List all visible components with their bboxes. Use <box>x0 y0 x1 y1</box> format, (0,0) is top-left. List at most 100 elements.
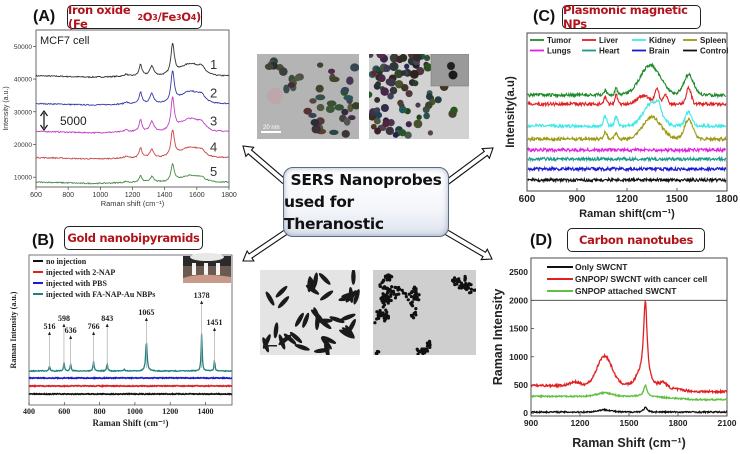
panel-c-label: (C) <box>533 8 556 25</box>
svg-text:600: 600 <box>58 407 70 416</box>
chart-c-plasmonic: 600 900 1200 1500 1800 Raman shift(cm⁻¹) Inten… <box>505 32 739 220</box>
panel-b-label: (B) <box>32 232 55 249</box>
panel-d-label: (D) <box>530 232 553 249</box>
svg-text:800: 800 <box>62 192 74 199</box>
title-text: O <box>181 10 191 24</box>
svg-text:1200: 1200 <box>162 407 178 416</box>
svg-text:Raman Shift (cm⁻¹): Raman Shift (cm⁻¹) <box>93 418 169 428</box>
svg-text:636: 636 <box>65 326 77 335</box>
svg-text:2500: 2500 <box>509 267 528 277</box>
carbon-nanotube-tem-image <box>373 270 476 355</box>
center-title-line-2: used for Theranostic <box>284 193 384 233</box>
svg-text:1065: 1065 <box>138 308 154 317</box>
panel-c-title: Plasmonic magnetic NPs <box>562 3 701 31</box>
svg-text:3: 3 <box>210 113 217 128</box>
svg-text:1800: 1800 <box>669 418 688 428</box>
svg-text:400: 400 <box>23 407 35 416</box>
svg-text:1: 1 <box>210 57 217 72</box>
svg-text:843: 843 <box>101 314 113 323</box>
svg-text:Tumor: Tumor <box>547 36 571 45</box>
svg-text:no injection: no injection <box>46 257 87 266</box>
svg-text:injected with 2-NAP: injected with 2-NAP <box>46 268 115 277</box>
svg-text:Raman shift(cm⁻¹): Raman shift(cm⁻¹) <box>579 208 675 220</box>
svg-text:1200: 1200 <box>125 192 141 199</box>
gold-nanobipyramids-tem-image <box>260 270 360 355</box>
panel-a-label: (A) <box>33 8 56 25</box>
svg-text:50000: 50000 <box>14 44 32 51</box>
iron-oxide-tem-image-2 <box>369 54 469 139</box>
center-title-box: SERS Nanoprobes used for Theranostic <box>283 167 449 237</box>
svg-text:1500: 1500 <box>509 324 528 334</box>
svg-text:Raman shift (cm⁻¹): Raman shift (cm⁻¹) <box>101 199 165 208</box>
title-text: /Fe <box>157 10 176 24</box>
svg-text:1000: 1000 <box>509 352 528 362</box>
svg-text:5000: 5000 <box>60 114 87 128</box>
svg-text:1000: 1000 <box>127 407 143 416</box>
svg-text:Raman Intensity (a.u.): Raman Intensity (a.u.) <box>9 291 18 368</box>
svg-text:1400: 1400 <box>198 407 214 416</box>
svg-text:1400: 1400 <box>157 192 173 199</box>
iron-oxide-tem-image-1: 20 nm <box>257 54 359 139</box>
panel-a-title: Iron oxide (Fe 2 O 3/Fe 3 O 4) <box>67 3 202 31</box>
svg-text:0: 0 <box>523 408 528 418</box>
svg-text:Raman Intensity: Raman Intensity <box>491 289 505 386</box>
svg-text:500: 500 <box>514 380 528 390</box>
svg-text:600: 600 <box>519 194 536 205</box>
svg-text:Lungs: Lungs <box>547 47 572 56</box>
svg-text:598: 598 <box>58 314 70 323</box>
subscript: 3 <box>175 12 182 22</box>
chart-d-carbon: 900 1200 1500 1800 2100 0 500 1000 1500 2000 2500 R… <box>491 257 737 450</box>
chart-a-iron-oxide: 600 800 1000 1200 1400 1600 1800 10000 20000 3000… <box>3 29 237 208</box>
svg-text:Spleen: Spleen <box>700 36 726 45</box>
svg-text:2: 2 <box>210 86 217 101</box>
subscript: 4 <box>190 12 197 22</box>
svg-text:20000: 20000 <box>14 142 32 149</box>
svg-text:516: 516 <box>43 322 55 331</box>
svg-text:30000: 30000 <box>14 109 32 116</box>
svg-text:Control: Control <box>700 47 728 56</box>
panel-d-title: Carbon nanotubes <box>567 228 705 252</box>
svg-text:800: 800 <box>94 407 106 416</box>
svg-text:2100: 2100 <box>718 418 737 428</box>
svg-text:1000: 1000 <box>93 192 109 199</box>
svg-text:1500: 1500 <box>666 194 689 205</box>
svg-text:900: 900 <box>524 418 538 428</box>
svg-text:1600: 1600 <box>189 192 205 199</box>
svg-text:5: 5 <box>210 164 217 179</box>
svg-text:Intensity(a.u): Intensity(a.u) <box>505 76 517 148</box>
svg-text:injected with PBS: injected with PBS <box>46 279 107 288</box>
svg-text:900: 900 <box>569 194 586 205</box>
svg-text:1800: 1800 <box>716 194 739 205</box>
svg-text:Heart: Heart <box>599 47 620 56</box>
svg-text:1378: 1378 <box>194 291 210 300</box>
svg-text:40000: 40000 <box>14 77 32 84</box>
svg-text:GNPOP attached SWCNT: GNPOP attached SWCNT <box>575 286 677 296</box>
svg-text:2000: 2000 <box>509 295 528 305</box>
svg-text:Kidney: Kidney <box>649 36 676 45</box>
svg-text:1200: 1200 <box>616 194 639 205</box>
svg-text:766: 766 <box>88 322 100 331</box>
svg-text:4: 4 <box>210 140 217 155</box>
title-text: Iron oxide (Fe <box>68 3 131 31</box>
subscript: 2 <box>137 12 143 22</box>
svg-text:Intensity (a.u.): Intensity (a.u.) <box>3 86 10 130</box>
svg-text:GNPOP/ SWCNT with cancer cell: GNPOP/ SWCNT with cancer cell <box>575 274 707 284</box>
chart-b-gold: 400 600 800 1000 1200 1400 Raman Shift (cm⁻¹) R… <box>9 253 233 428</box>
scale-bar-label: 20 nm <box>263 125 280 131</box>
subscript: 3 <box>152 12 158 22</box>
title-text: O <box>142 10 153 24</box>
svg-text:Raman Shift (cm⁻¹): Raman Shift (cm⁻¹) <box>572 436 686 450</box>
svg-text:1200: 1200 <box>571 418 590 428</box>
svg-text:MCF7 cell: MCF7 cell <box>40 35 90 47</box>
title-text: ) <box>196 10 201 24</box>
center-title-line-1: SERS Nanoprobes <box>290 171 442 189</box>
svg-text:10000: 10000 <box>14 175 32 182</box>
svg-text:1451: 1451 <box>207 318 223 327</box>
svg-text:Only SWCNT: Only SWCNT <box>575 262 628 272</box>
svg-text:600: 600 <box>30 192 42 199</box>
svg-text:1800: 1800 <box>221 192 237 199</box>
svg-text:1500: 1500 <box>620 418 639 428</box>
svg-text:Brain: Brain <box>649 47 670 56</box>
svg-text:injected with FA-NAP-Au NBPs: injected with FA-NAP-Au NBPs <box>46 290 155 299</box>
